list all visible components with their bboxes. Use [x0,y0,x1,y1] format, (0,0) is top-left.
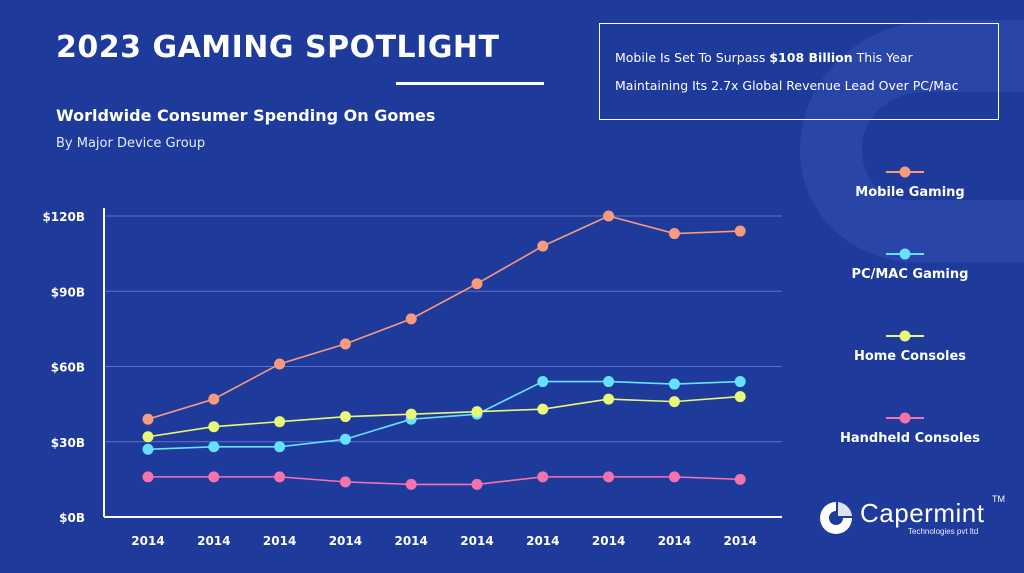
legend-swatch-dot [899,412,911,424]
x-tick-label: 2014 [329,534,362,548]
y-tick-label: $30B [51,436,85,450]
x-tick-label: 2014 [263,534,296,548]
legend-label: PC/MAC Gaming [851,267,969,282]
data-point [668,471,680,483]
y-tick-label: $0B [59,511,85,525]
capermint-logo-icon [820,502,852,534]
data-point [339,433,351,445]
brand-name: Capermint [860,498,985,528]
legend-item-home-consoles: Home Consoles [820,314,1000,374]
data-point [405,478,417,490]
x-tick-label: 2014 [526,534,559,548]
series-line [147,395,741,438]
page-title: 2023 GAMING SPOTLIGHT [56,30,500,65]
data-point [603,393,615,405]
x-tick-label: 2014 [592,534,625,548]
legend-item-pc-mac-gaming: PC/MAC Gaming [820,232,1000,292]
callout-line-2: Maintaining Its 2.7x Global Revenue Lead… [615,78,959,93]
data-point [471,478,483,490]
data-point [339,411,351,423]
callout-line-1: Mobile Is Set To Surpass $108 Billion Th… [615,44,998,72]
x-tick-label: 2014 [658,534,691,548]
data-point [668,378,680,390]
data-point [274,416,286,428]
data-point [537,240,549,252]
series-line [148,476,741,486]
chart-caption: By Major Device Group [56,136,206,151]
data-point [734,225,746,237]
data-point [208,471,220,483]
legend-label: Home Consoles [853,349,967,364]
x-tick-label: 2014 [197,534,230,548]
brand-trademark: TM [992,494,1005,504]
data-point [603,210,615,222]
data-point [142,443,154,455]
legend-swatch-dot [899,330,911,342]
legend-item-handheld-consoles: Handheld Consoles [820,396,1000,456]
x-tick-label: 2014 [394,534,427,548]
data-point [537,403,549,415]
legend-label: Handheld Consoles [840,431,980,446]
data-point [274,471,286,483]
data-point [537,471,549,483]
data-point [405,313,417,325]
callout-box: Mobile Is Set To Surpass $108 Billion Th… [599,23,999,120]
data-point [537,376,549,388]
data-point [142,413,154,425]
data-point [274,358,286,370]
callout-suffix: This Year [852,50,913,65]
legend-item-mobile-gaming: Mobile Gaming [820,150,1000,210]
series-line [147,215,741,420]
legend-swatch [886,166,924,178]
data-point [339,476,351,488]
data-point [405,408,417,420]
data-point [471,406,483,418]
title-underline [396,82,544,85]
data-point [734,391,746,403]
data-point [471,278,483,290]
data-point [208,421,220,433]
legend-swatch [886,330,924,342]
y-tick-label: $90B [51,285,85,299]
legend-label: Mobile Gaming [855,185,965,200]
series-line [147,380,741,451]
x-tick-label: 2014 [460,534,493,548]
data-point [734,376,746,388]
data-point [339,338,351,350]
data-point [668,396,680,408]
brand-tagline: Technologies pvt ltd [908,527,979,536]
y-tick-label: $120B [42,210,85,224]
data-point [142,431,154,443]
callout-prefix: Mobile Is Set To Surpass [615,50,770,65]
brand-logo: Capermint TM Technologies pvt ltd [816,494,1016,538]
legend-swatch-dot [899,166,911,178]
data-point [603,471,615,483]
x-tick-label: 2014 [131,534,164,548]
x-tick-label: 2014 [723,534,756,548]
legend-swatch [886,248,924,260]
y-tick-label: $60B [51,361,85,375]
data-point [603,376,615,388]
chart-subtitle: Worldwide Consumer Spending On Gomes [56,106,436,125]
data-point [274,441,286,453]
data-point [208,441,220,453]
callout-highlight: $108 Billion [769,50,853,65]
data-point [208,393,220,405]
legend-swatch-dot [899,248,911,260]
legend-swatch [886,412,924,424]
data-point [668,228,680,240]
data-point [142,471,154,483]
data-point [734,473,746,485]
